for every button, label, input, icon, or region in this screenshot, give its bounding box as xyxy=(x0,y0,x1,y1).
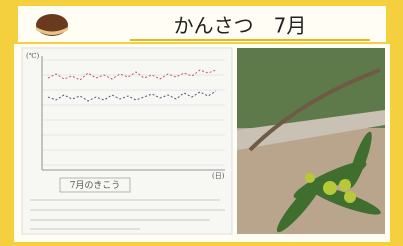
y-unit: (℃) xyxy=(26,52,40,60)
x-unit: (日) xyxy=(212,172,225,180)
poster-art: かんさつ 7月 (℃) (日) 7月のきこう xyxy=(0,0,403,246)
poster: かんさつ 7月 (℃) (日) 7月のきこう xyxy=(0,0,403,246)
notebook-page xyxy=(22,48,232,234)
title: かんさつ 7月 xyxy=(174,14,307,38)
notebook-heading: 7月のきこう xyxy=(70,180,120,191)
